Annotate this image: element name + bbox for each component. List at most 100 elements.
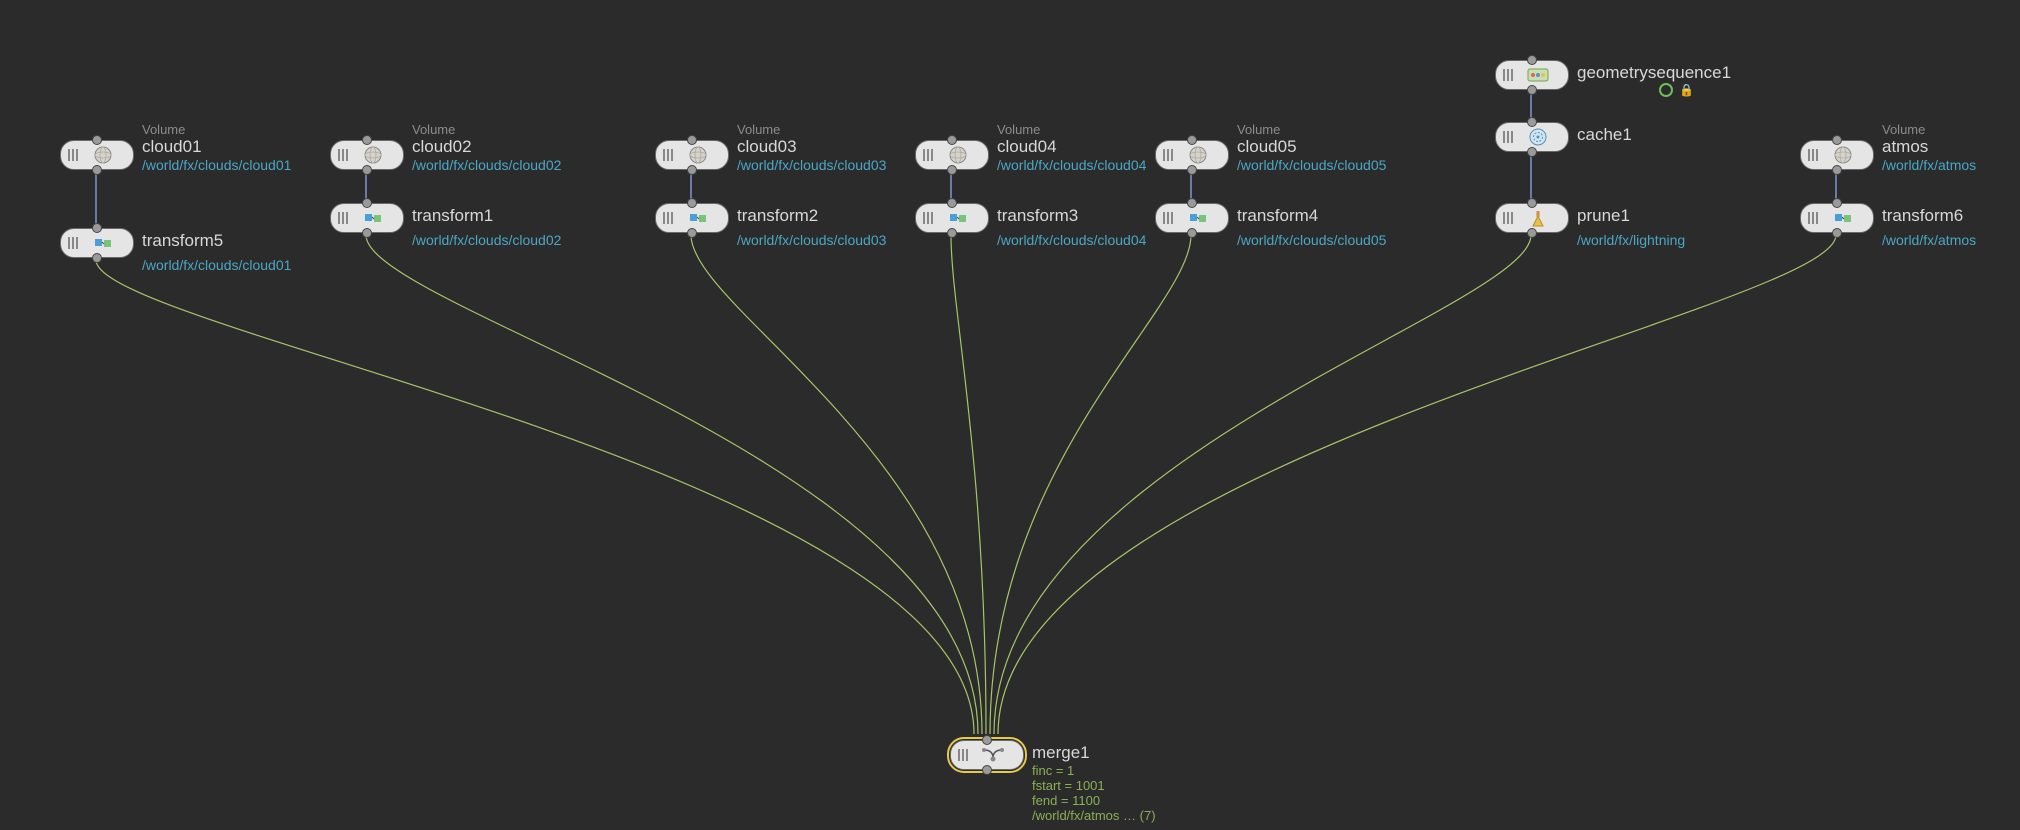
input-port[interactable] [1527,198,1537,208]
output-port[interactable] [947,165,957,175]
output-port[interactable] [1832,228,1842,238]
node-path-label: /world/fx/clouds/cloud01 [142,257,291,273]
input-port[interactable] [982,735,992,745]
pill-grip-icon [957,747,971,763]
node-cloud04[interactable]: Volumecloud04/world/fx/clouds/cloud04 [915,140,989,170]
input-port[interactable] [362,135,372,145]
node-cloud05[interactable]: Volumecloud05/world/fx/clouds/cloud05 [1155,140,1229,170]
transform-icon [948,208,968,228]
output-port[interactable] [687,228,697,238]
sphere-icon [1188,145,1208,165]
input-port[interactable] [687,198,697,208]
node-pill[interactable] [1155,203,1229,233]
node-transform4[interactable]: transform4/world/fx/clouds/cloud05 [1155,203,1229,233]
wire [990,235,1191,734]
node-transform3[interactable]: transform3/world/fx/clouds/cloud04 [915,203,989,233]
node-pill[interactable] [60,228,134,258]
node-pill[interactable] [1495,203,1569,233]
node-geoseq[interactable]: geometrysequence1🔒 [1495,60,1569,90]
input-port[interactable] [947,135,957,145]
node-status-icons: 🔒 [1659,83,1694,97]
node-pill[interactable] [1495,122,1569,152]
pill-grip-icon [1162,147,1176,163]
wire [691,235,982,734]
input-port[interactable] [1527,55,1537,65]
node-pill[interactable] [1800,140,1874,170]
node-name-label: atmos [1882,137,1976,157]
pill-grip-icon [1502,67,1516,83]
sphere-icon [948,145,968,165]
node-labels: transform2/world/fx/clouds/cloud03 [737,206,886,248]
node-transform2[interactable]: transform2/world/fx/clouds/cloud03 [655,203,729,233]
output-port[interactable] [1527,147,1537,157]
node-pill[interactable] [60,140,134,170]
node-name-label: cache1 [1577,125,1632,145]
node-param-label: /world/fx/atmos … (7) [1032,808,1156,823]
output-port[interactable] [1187,228,1197,238]
output-port[interactable] [1527,85,1537,95]
output-port[interactable] [1187,165,1197,175]
pill-grip-icon [1807,210,1821,226]
node-pill[interactable] [655,140,729,170]
output-port[interactable] [362,165,372,175]
pill-grip-icon [1502,210,1516,226]
input-port[interactable] [1832,198,1842,208]
wire [366,235,978,734]
node-labels: Volumecloud04/world/fx/clouds/cloud04 [997,122,1146,173]
node-cloud02[interactable]: Volumecloud02/world/fx/clouds/cloud02 [330,140,404,170]
node-pill[interactable] [330,140,404,170]
output-port[interactable] [687,165,697,175]
output-port[interactable] [982,765,992,775]
node-transform5[interactable]: transform5/world/fx/clouds/cloud01 [60,228,134,258]
sphere-icon [363,145,383,165]
node-type-label: Volume [142,122,291,137]
node-pill[interactable] [950,740,1024,770]
pill-grip-icon [922,147,936,163]
input-port[interactable] [92,135,102,145]
input-port[interactable] [1527,117,1537,127]
output-port[interactable] [92,253,102,263]
node-labels: transform1/world/fx/clouds/cloud02 [412,206,561,248]
input-port[interactable] [92,223,102,233]
output-port[interactable] [1832,165,1842,175]
node-prune1[interactable]: prune1/world/fx/lightning [1495,203,1569,233]
input-port[interactable] [1187,198,1197,208]
wire [951,235,986,734]
node-transform6[interactable]: transform6/world/fx/atmos [1800,203,1874,233]
node-name-label: cloud01 [142,137,291,157]
transform-icon [363,208,383,228]
node-path-label: /world/fx/clouds/cloud02 [412,232,561,248]
node-pill[interactable] [330,203,404,233]
node-pill[interactable] [915,203,989,233]
input-port[interactable] [1187,135,1197,145]
prune-icon [1529,208,1547,228]
node-labels: Volumecloud05/world/fx/clouds/cloud05 [1237,122,1386,173]
node-labels: prune1/world/fx/lightning [1577,206,1685,248]
input-port[interactable] [362,198,372,208]
output-port[interactable] [1527,228,1537,238]
node-pill[interactable] [1155,140,1229,170]
node-path-label: /world/fx/atmos [1882,157,1976,173]
cache-icon [1528,127,1548,147]
wire [994,235,1531,734]
output-port[interactable] [947,228,957,238]
pill-grip-icon [922,210,936,226]
node-cloud03[interactable]: Volumecloud03/world/fx/clouds/cloud03 [655,140,729,170]
node-path-label: /world/fx/clouds/cloud02 [412,157,561,173]
node-pill[interactable] [655,203,729,233]
input-port[interactable] [1832,135,1842,145]
node-merge1[interactable]: merge1finc = 1fstart = 1001fend = 1100/w… [950,740,1024,770]
node-pill[interactable] [1800,203,1874,233]
output-port[interactable] [362,228,372,238]
input-port[interactable] [947,198,957,208]
node-transform1[interactable]: transform1/world/fx/clouds/cloud02 [330,203,404,233]
node-pill[interactable] [915,140,989,170]
node-path-label: /world/fx/clouds/cloud04 [997,157,1146,173]
output-port[interactable] [92,165,102,175]
node-atmos[interactable]: Volumeatmos/world/fx/atmos [1800,140,1874,170]
node-pill[interactable] [1495,60,1569,90]
node-cloud01[interactable]: Volumecloud01/world/fx/clouds/cloud01 [60,140,134,170]
input-port[interactable] [687,135,697,145]
node-path-label: /world/fx/clouds/cloud03 [737,157,886,173]
node-cache1[interactable]: cache1 [1495,122,1569,152]
